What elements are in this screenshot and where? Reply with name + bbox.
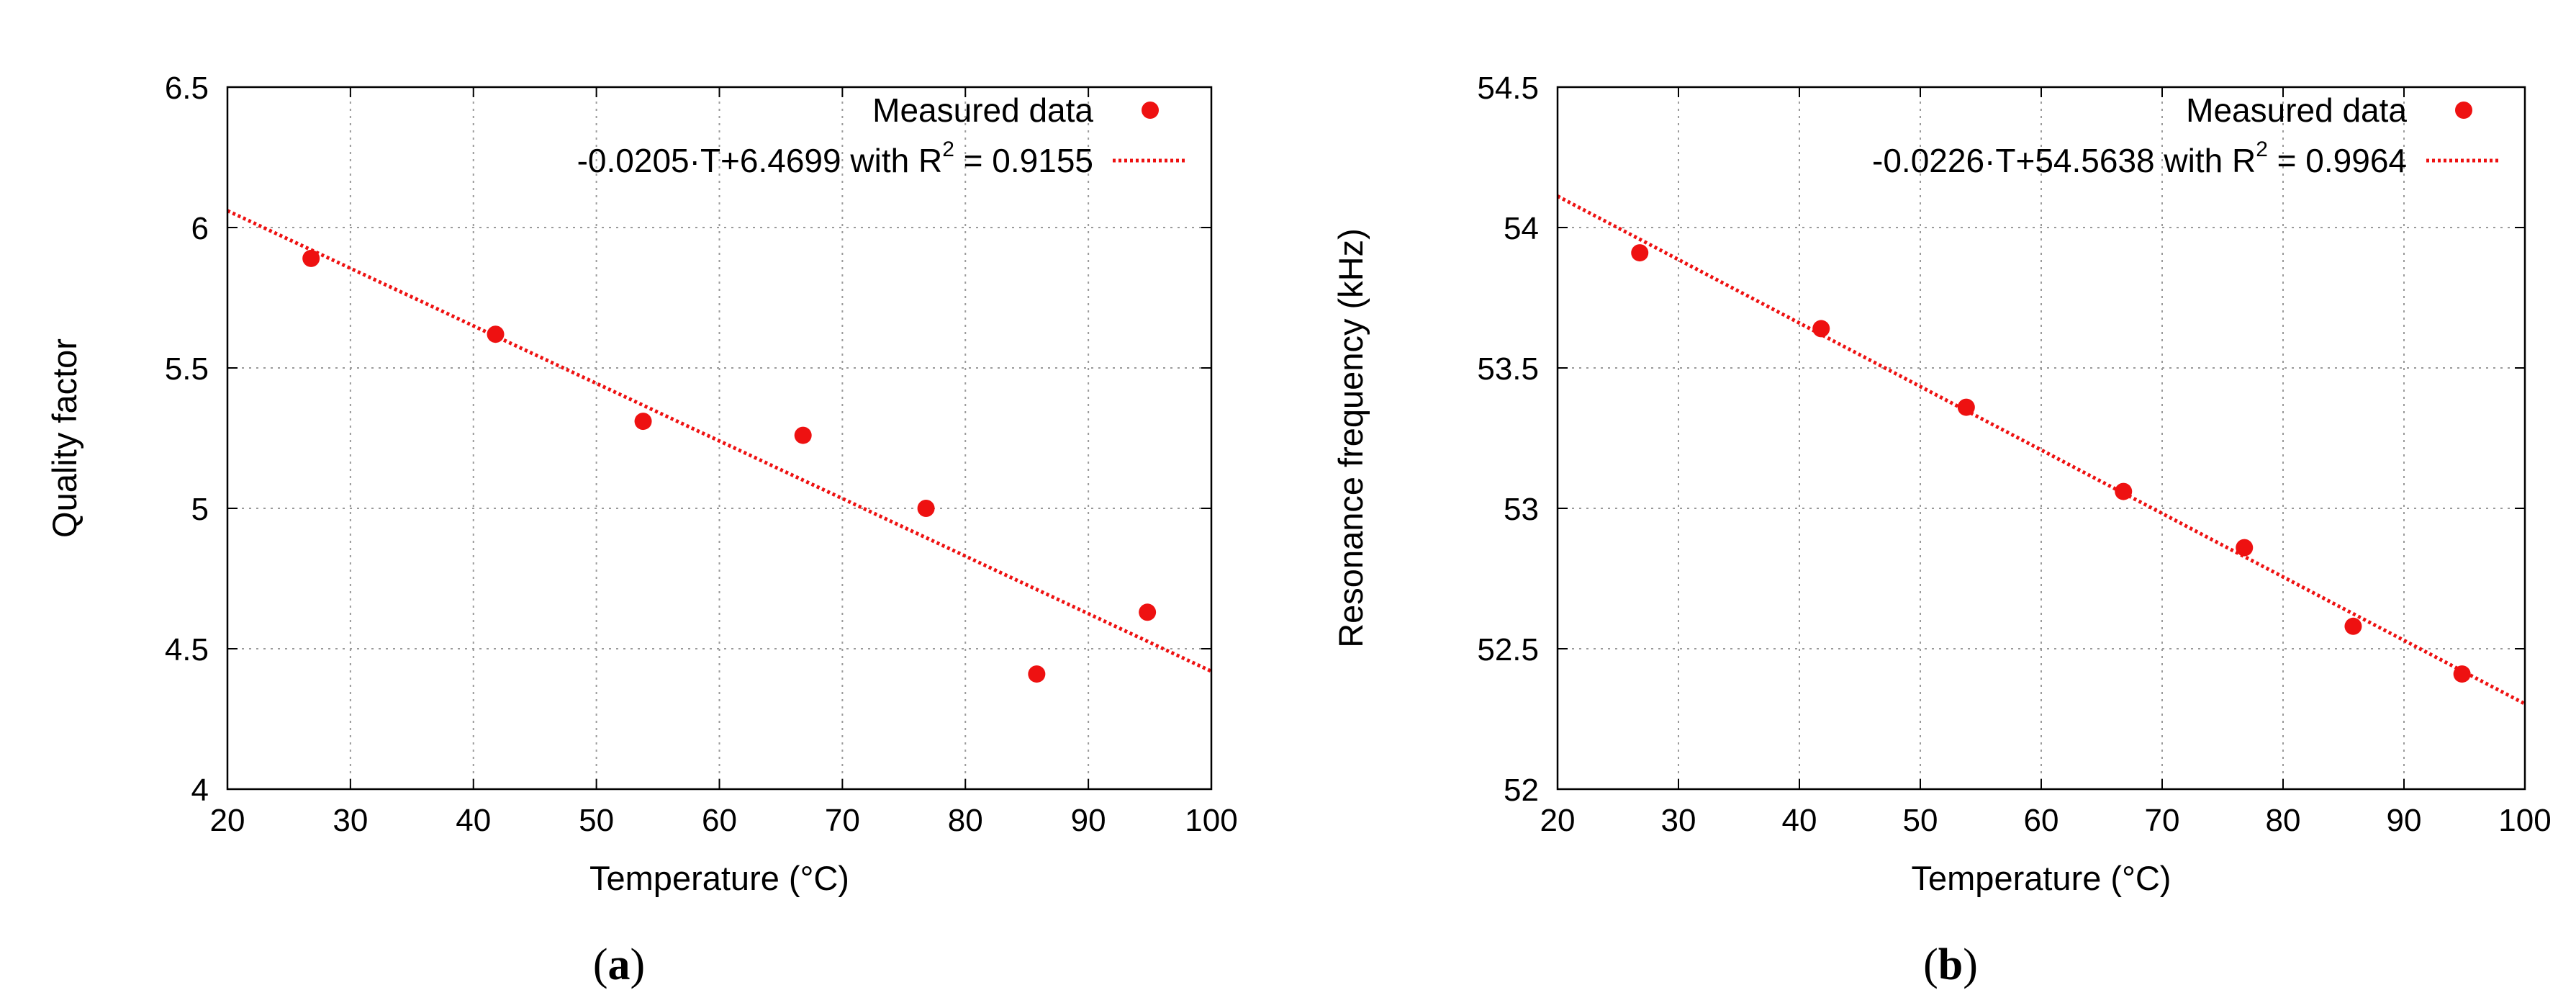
data-point bbox=[302, 249, 320, 267]
legend-label-fit: -0.0205·T+6.4699 with R2 = 0.9155 bbox=[577, 138, 1093, 179]
legend-fit-superscript: 2 bbox=[942, 138, 954, 161]
y-tick-label: 4.5 bbox=[165, 632, 209, 667]
legend-fit-equation: -0.0205·T+6.4699 with R bbox=[577, 142, 943, 179]
data-point bbox=[2115, 482, 2133, 500]
panel-label: (b) bbox=[1923, 940, 1978, 989]
y-tick-label: 5.5 bbox=[165, 351, 209, 387]
y-tick-label: 6.5 bbox=[165, 71, 209, 106]
x-tick-label: 70 bbox=[2145, 803, 2180, 838]
y-tick-label: 5 bbox=[191, 492, 209, 527]
x-tick-label: 20 bbox=[210, 803, 245, 838]
x-tick-label: 30 bbox=[333, 803, 368, 838]
data-point bbox=[794, 426, 812, 444]
x-tick-label: 40 bbox=[1782, 803, 1817, 838]
legend-fit-superscript: 2 bbox=[2256, 138, 2268, 161]
measured-points bbox=[302, 249, 1157, 683]
y-tick-label: 54 bbox=[1504, 211, 1539, 246]
x-tick-label: 60 bbox=[2024, 803, 2059, 838]
x-tick-label: 70 bbox=[825, 803, 860, 838]
panel-label: (a) bbox=[593, 940, 645, 989]
x-tick-label: 80 bbox=[2266, 803, 2301, 838]
x-tick-label: 50 bbox=[579, 803, 614, 838]
measured-points bbox=[1631, 244, 2471, 683]
x-tick-label: 40 bbox=[456, 803, 491, 838]
fit-line bbox=[227, 209, 1211, 673]
y-tick-label: 53.5 bbox=[1477, 351, 1539, 387]
data-point bbox=[1631, 244, 1649, 262]
chart-panel-b: 20 30 40 50 60 70 80 90 100 52 52.5 53 53.5 54 54.5 Tem… bbox=[1332, 71, 2552, 989]
plot-frame bbox=[226, 86, 1213, 791]
panel-label-letter: a bbox=[608, 940, 631, 989]
x-tick-label: 80 bbox=[948, 803, 983, 838]
chart-panel-a: 20 30 40 50 60 70 80 90 100 4 4.5 5 5.5 6 6.5 Temperatu… bbox=[45, 71, 1238, 989]
legend-fit-r2-value: = 0.9155 bbox=[954, 142, 1093, 179]
x-tick-label: 30 bbox=[1661, 803, 1696, 838]
x-tick-label: 60 bbox=[702, 803, 737, 838]
y-tick-label: 53 bbox=[1504, 492, 1539, 527]
x-tick-label: 100 bbox=[2498, 803, 2551, 838]
plot-frame bbox=[1556, 86, 2526, 791]
data-point bbox=[1812, 320, 1830, 338]
data-point bbox=[1028, 665, 1046, 683]
data-point bbox=[2236, 539, 2254, 557]
y-tick-label: 52.5 bbox=[1477, 632, 1539, 667]
legend: Measured data -0.0205·T+6.4699 with R2 = … bbox=[577, 91, 1188, 179]
y-tick-label: 54.5 bbox=[1477, 71, 1539, 106]
gridlines bbox=[1558, 87, 2525, 789]
x-tick-label: 90 bbox=[2387, 803, 2422, 838]
y-axis-label: Quality factor bbox=[45, 338, 83, 538]
data-point bbox=[487, 325, 505, 343]
y-tick-label: 52 bbox=[1504, 773, 1539, 808]
legend-label-measured: Measured data bbox=[2186, 91, 2407, 129]
x-axis-label: Temperature (°C) bbox=[589, 859, 849, 897]
x-axis-label: Temperature (°C) bbox=[1912, 859, 2171, 897]
legend-fit-r2-value: = 0.9964 bbox=[2268, 142, 2407, 179]
x-tick-label: 20 bbox=[1540, 803, 1576, 838]
data-point bbox=[2344, 617, 2362, 635]
panel-label-close: ) bbox=[1963, 940, 1978, 989]
legend: Measured data -0.0226·T+54.5638 with R2 =… bbox=[1872, 91, 2501, 179]
x-tick-label: 50 bbox=[1903, 803, 1938, 838]
y-tick-label: 6 bbox=[191, 211, 209, 246]
data-point bbox=[1957, 398, 1975, 416]
tick-marks bbox=[227, 86, 1212, 790]
tick-marks bbox=[1557, 86, 2526, 790]
panel-label-close: ) bbox=[631, 940, 646, 989]
fit-line bbox=[1558, 194, 2525, 706]
x-tick-label: 100 bbox=[1185, 803, 1237, 838]
panel-label-open: ( bbox=[593, 940, 608, 989]
legend-label-fit: -0.0226·T+54.5638 with R2 = 0.9964 bbox=[1872, 138, 2407, 179]
legend-fit-equation: -0.0226·T+54.5638 with R bbox=[1872, 142, 2256, 179]
panel-label-letter: b bbox=[1938, 940, 1963, 989]
panel-label-open: ( bbox=[1923, 940, 1938, 989]
y-tick-label: 4 bbox=[191, 773, 209, 808]
data-point bbox=[2453, 665, 2471, 683]
legend-marker-measured bbox=[1142, 102, 1159, 119]
y-axis-label: Resonance frequency (kHz) bbox=[1332, 228, 1370, 648]
legend-marker-measured bbox=[2455, 102, 2472, 119]
data-point bbox=[634, 413, 652, 431]
x-tick-label: 90 bbox=[1071, 803, 1106, 838]
data-point bbox=[1139, 603, 1157, 621]
data-point bbox=[917, 500, 935, 517]
legend-label-measured: Measured data bbox=[872, 91, 1093, 129]
gridlines bbox=[227, 87, 1211, 789]
